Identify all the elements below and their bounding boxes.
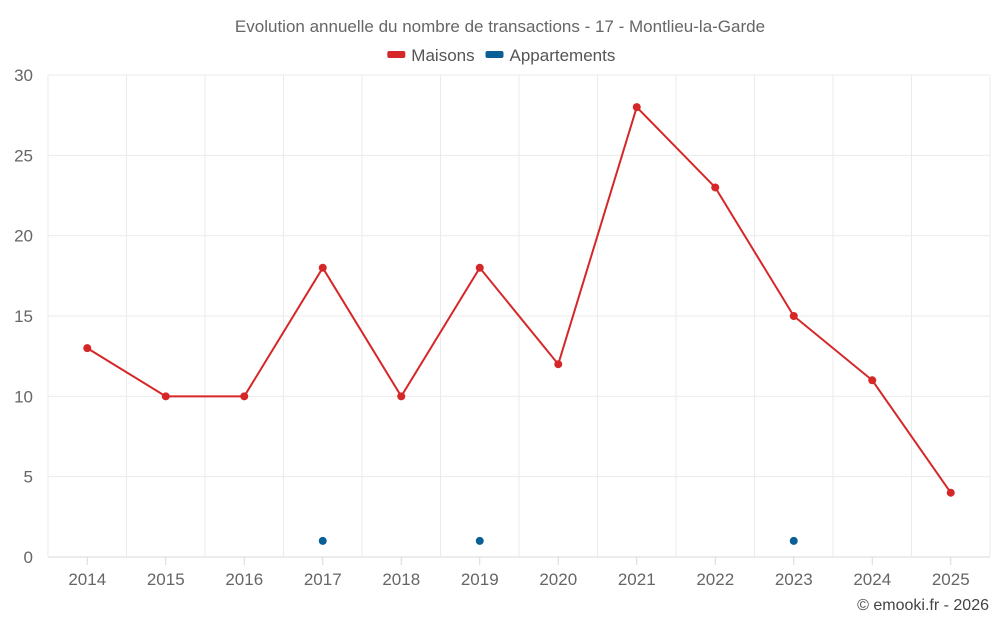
x-tick-label: 2023	[775, 570, 813, 589]
x-tick-label: 2020	[539, 570, 577, 589]
x-tick-label: 2019	[461, 570, 499, 589]
y-tick-label: 30	[14, 66, 33, 85]
point-maisons-2023[interactable]	[789, 312, 798, 320]
y-tick-label: 10	[14, 387, 33, 406]
x-tick-label: 2015	[147, 570, 185, 589]
y-tick-label: 20	[14, 227, 33, 246]
point-maisons-2025[interactable]	[946, 488, 955, 497]
credit-text: © emooki.fr - 2026	[857, 597, 989, 614]
point-maisons-2014[interactable]	[83, 344, 92, 353]
point-appartements-2019[interactable]	[475, 536, 484, 545]
x-axis: 2014 2015 2016 2017 2018 2019 2020 2021 2022 2023…	[68, 557, 970, 589]
legend-swatch	[485, 51, 504, 58]
x-tick-label: 2024	[853, 570, 891, 589]
series-layer	[83, 103, 955, 545]
point-appartements-2017[interactable]	[318, 536, 327, 545]
point-maisons-2022[interactable]	[711, 183, 720, 192]
point-maisons-2019[interactable]	[475, 263, 484, 272]
x-tick-label: 2014	[68, 570, 106, 589]
chart-title: Evolution annuelle du nombre de transact…	[235, 17, 765, 36]
legend-swatch	[387, 51, 406, 58]
point-maisons-2016[interactable]	[240, 392, 249, 401]
legend: Maisons Appartements	[387, 46, 615, 65]
point-maisons-2015[interactable]	[161, 392, 170, 401]
point-maisons-2021[interactable]	[632, 103, 641, 112]
x-tick-label: 2021	[618, 570, 656, 589]
y-tick-label: 5	[24, 468, 33, 487]
point-maisons-2017[interactable]	[318, 263, 327, 272]
x-tick-label: 2017	[304, 570, 342, 589]
legend-item-maisons[interactable]: Maisons	[387, 46, 475, 65]
point-maisons-2024[interactable]	[868, 376, 877, 385]
x-tick-label: 2018	[382, 570, 420, 589]
y-tick-label: 15	[14, 307, 33, 326]
point-maisons-2020[interactable]	[554, 360, 563, 369]
x-tick-label: 2025	[932, 570, 970, 589]
x-tick-label: 2022	[696, 570, 734, 589]
y-tick-label: 25	[14, 146, 33, 165]
legend-label: Maisons	[411, 46, 474, 65]
y-axis: 0 5 10 15 20 25 30	[14, 66, 33, 567]
legend-item-appartements[interactable]: Appartements	[485, 46, 616, 65]
y-tick-label: 0	[24, 548, 33, 567]
legend-label: Appartements	[510, 46, 616, 65]
series-line-maisons	[86, 105, 952, 494]
x-tick-label: 2016	[225, 570, 263, 589]
point-appartements-2023[interactable]	[789, 536, 798, 545]
point-maisons-2018[interactable]	[397, 392, 406, 401]
